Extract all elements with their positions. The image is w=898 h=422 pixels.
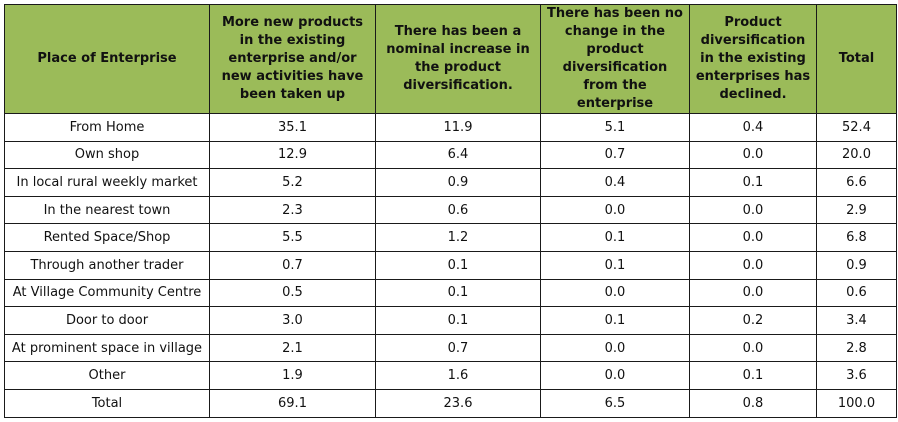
- table-row: Through another trader 0.7 0.1 0.1 0.0 0…: [4, 250, 897, 280]
- total-cell: 100.0: [816, 388, 897, 418]
- value-cell: 2.1: [209, 333, 376, 363]
- table-row: Own shop 12.9 6.4 0.7 0.0 20.0: [4, 140, 897, 170]
- value-cell: 0.2: [689, 306, 817, 335]
- place-cell: Door to door: [4, 306, 210, 335]
- value-cell: 2.3: [209, 195, 376, 225]
- table-container: Place of Enterprise More new products in…: [4, 4, 897, 418]
- value-cell: 0.0: [689, 278, 817, 308]
- place-cell: Rented Space/Shop: [4, 223, 210, 252]
- enterprise-diversification-table: Place of Enterprise More new products in…: [4, 4, 897, 418]
- total-cell: 3.4: [816, 306, 897, 335]
- place-cell: At prominent space in village: [4, 333, 210, 363]
- total-cell: 20.0: [816, 140, 897, 170]
- table-row: At Village Community Centre 0.5 0.1 0.0 …: [4, 278, 897, 308]
- table-row: Other 1.9 1.6 0.0 0.1 3.6: [4, 361, 897, 390]
- value-cell: 0.0: [689, 195, 817, 225]
- value-cell: 0.7: [209, 250, 376, 280]
- table-row-total: Total 69.1 23.6 6.5 0.8 100.0: [4, 388, 897, 418]
- value-cell: 0.5: [209, 278, 376, 308]
- value-cell: 0.8: [689, 388, 817, 418]
- table-row: Door to door 3.0 0.1 0.1 0.2 3.4: [4, 306, 897, 335]
- value-cell: 0.0: [689, 140, 817, 170]
- value-cell: 0.0: [689, 223, 817, 252]
- value-cell: 0.0: [540, 278, 690, 308]
- value-cell: 5.2: [209, 168, 376, 197]
- value-cell: 0.4: [540, 168, 690, 197]
- value-cell: 0.0: [540, 333, 690, 363]
- value-cell: 0.1: [689, 168, 817, 197]
- value-cell: 0.1: [540, 223, 690, 252]
- column-header-nominal-increase: There has been a nominal increase in the…: [375, 4, 541, 114]
- value-cell: 0.7: [540, 140, 690, 170]
- value-cell: 11.9: [375, 113, 541, 142]
- value-cell: 0.4: [689, 113, 817, 142]
- total-cell: 0.6: [816, 278, 897, 308]
- value-cell: 0.1: [375, 250, 541, 280]
- place-cell: From Home: [4, 113, 210, 142]
- table-row: At prominent space in village 2.1 0.7 0.…: [4, 333, 897, 363]
- total-cell: 6.6: [816, 168, 897, 197]
- value-cell: 0.6: [375, 195, 541, 225]
- total-cell: 2.9: [816, 195, 897, 225]
- total-cell: 52.4: [816, 113, 897, 142]
- total-cell: 3.6: [816, 361, 897, 390]
- column-header-place: Place of Enterprise: [4, 4, 210, 114]
- place-cell: In local rural weekly market: [4, 168, 210, 197]
- value-cell: 0.7: [375, 333, 541, 363]
- total-cell: 6.8: [816, 223, 897, 252]
- value-cell: 23.6: [375, 388, 541, 418]
- value-cell: 1.6: [375, 361, 541, 390]
- value-cell: 0.1: [375, 306, 541, 335]
- value-cell: 1.2: [375, 223, 541, 252]
- value-cell: 0.0: [540, 195, 690, 225]
- value-cell: 6.4: [375, 140, 541, 170]
- table-row: In local rural weekly market 5.2 0.9 0.4…: [4, 168, 897, 197]
- value-cell: 12.9: [209, 140, 376, 170]
- value-cell: 69.1: [209, 388, 376, 418]
- value-cell: 6.5: [540, 388, 690, 418]
- column-header-new-products: More new products in the existing enterp…: [209, 4, 376, 114]
- column-header-declined: Product diversification in the existing …: [689, 4, 817, 114]
- value-cell: 0.9: [375, 168, 541, 197]
- value-cell: 5.5: [209, 223, 376, 252]
- value-cell: 0.0: [540, 361, 690, 390]
- header-row: Place of Enterprise More new products in…: [4, 4, 897, 114]
- place-cell: At Village Community Centre: [4, 278, 210, 308]
- table-row: From Home 35.1 11.9 5.1 0.4 52.4: [4, 113, 897, 142]
- column-header-no-change: There has been no change in the product …: [540, 4, 690, 114]
- table-row: In the nearest town 2.3 0.6 0.0 0.0 2.9: [4, 195, 897, 225]
- value-cell: 3.0: [209, 306, 376, 335]
- total-cell: 2.8: [816, 333, 897, 363]
- value-cell: 1.9: [209, 361, 376, 390]
- place-cell: Total: [4, 388, 210, 418]
- value-cell: 0.1: [375, 278, 541, 308]
- value-cell: 0.1: [689, 361, 817, 390]
- place-cell: In the nearest town: [4, 195, 210, 225]
- value-cell: 35.1: [209, 113, 376, 142]
- value-cell: 0.1: [540, 250, 690, 280]
- table-row: Rented Space/Shop 5.5 1.2 0.1 0.0 6.8: [4, 223, 897, 252]
- value-cell: 0.1: [540, 306, 690, 335]
- value-cell: 0.0: [689, 250, 817, 280]
- value-cell: 5.1: [540, 113, 690, 142]
- place-cell: Own shop: [4, 140, 210, 170]
- place-cell: Other: [4, 361, 210, 390]
- column-header-total: Total: [816, 4, 897, 114]
- value-cell: 0.0: [689, 333, 817, 363]
- place-cell: Through another trader: [4, 250, 210, 280]
- total-cell: 0.9: [816, 250, 897, 280]
